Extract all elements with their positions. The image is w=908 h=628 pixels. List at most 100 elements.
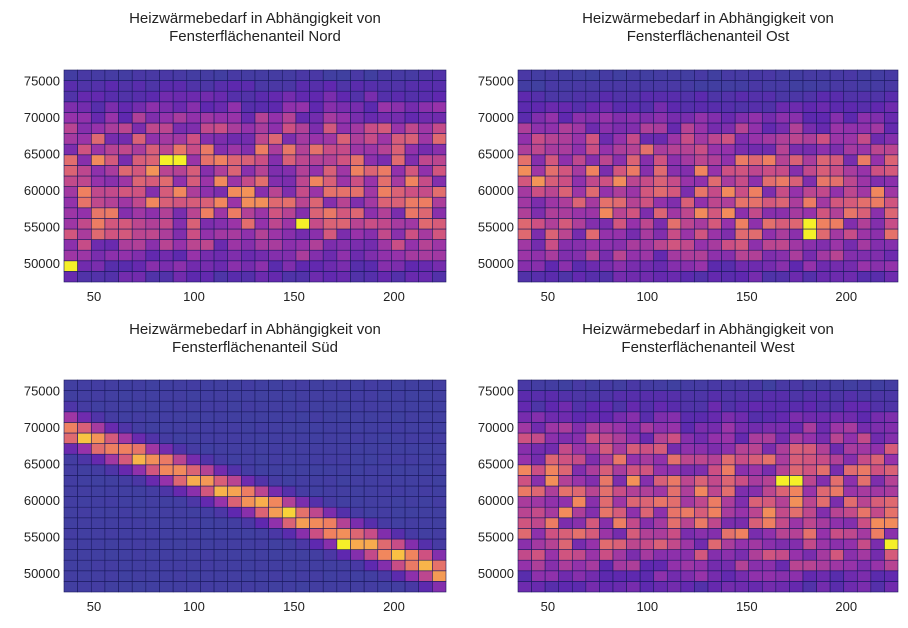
heatmap-cell	[653, 581, 668, 593]
y-tick-label: 75000	[478, 383, 514, 398]
heatmap-cell	[626, 443, 641, 455]
heatmap-cell	[544, 496, 560, 508]
heatmap-cell	[707, 496, 722, 508]
heatmap-cell	[843, 517, 858, 529]
heatmap-cell	[843, 559, 858, 572]
heatmap-cell	[721, 475, 736, 487]
heatmap-cell	[626, 517, 641, 529]
heatmap-cell	[870, 549, 885, 561]
heatmap-cell	[517, 379, 532, 391]
heatmap-cell	[829, 411, 845, 423]
heatmap-cell	[558, 517, 573, 529]
heatmap-cell	[884, 69, 899, 81]
heatmap-cell	[761, 581, 777, 593]
heatmap-cell	[531, 581, 546, 593]
heatmap-cell	[558, 485, 573, 497]
heatmap-cell	[884, 538, 899, 550]
heatmap-cell	[789, 411, 804, 423]
heatmap-cell	[639, 528, 655, 540]
heatmap-cell	[856, 549, 872, 561]
heatmap-cell	[761, 432, 777, 444]
heatmap-cell	[775, 538, 790, 550]
heatmap-cell	[748, 570, 763, 582]
heatmap-cell	[639, 570, 655, 582]
heatmap-cell	[775, 581, 790, 593]
x-tick-label: 150	[283, 599, 305, 614]
heatmap-cell	[789, 432, 804, 444]
heatmap-cell	[856, 570, 872, 582]
heatmap-cell	[829, 390, 845, 402]
heatmap-cell	[599, 464, 614, 476]
heatmap-cell	[761, 496, 777, 508]
heatmap-cell	[544, 570, 560, 582]
heatmap-cell	[544, 528, 560, 540]
heatmap-cell	[517, 411, 532, 423]
heatmap-cell	[544, 549, 560, 561]
heatmap-cell	[829, 443, 845, 455]
heatmap-cell	[734, 390, 750, 402]
heatmap-cell	[775, 485, 790, 497]
heatmap-cell	[721, 506, 736, 519]
heatmap-cell	[884, 517, 899, 529]
heatmap-cell	[843, 379, 858, 391]
heatmap-cell	[666, 453, 682, 466]
heatmap-cell	[531, 506, 546, 519]
heatmap-cell	[599, 390, 614, 402]
heatmap-cell	[639, 581, 655, 593]
heatmap-cell	[816, 464, 831, 476]
x-tick-label: 100	[183, 599, 205, 614]
heatmap-cell	[829, 400, 845, 413]
heatmap-cell	[721, 581, 736, 593]
heatmap-cell	[816, 485, 831, 497]
heatmap-cell	[653, 506, 668, 519]
heatmap-cell	[789, 528, 804, 540]
heatmap-cell	[775, 475, 790, 487]
heatmap-cell	[517, 496, 532, 508]
heatmap-cell	[843, 538, 858, 550]
x-tick-label: 200	[835, 599, 857, 614]
heatmap-cell	[761, 390, 777, 402]
heatmap-cell	[544, 432, 560, 444]
heatmap-cell	[544, 400, 560, 413]
heatmap-cell	[694, 432, 709, 444]
heatmap-cell	[531, 443, 546, 455]
heatmap-cell	[517, 432, 532, 444]
heatmap-cell	[816, 496, 831, 508]
heatmap-cell	[884, 528, 899, 540]
heatmap-cell	[802, 538, 817, 550]
heatmap-cell	[816, 390, 831, 402]
heatmap-cell	[599, 570, 614, 582]
chart-title-sued: Heizwärmebedarf in Abhängigkeit von Fens…	[129, 321, 381, 356]
x-tick-label: 50	[87, 599, 101, 614]
heatmap-cell	[748, 581, 763, 593]
heatmap-cell	[599, 517, 614, 529]
heatmap-cell	[775, 570, 790, 582]
heatmap-cell	[884, 581, 899, 593]
heatmap-cell	[734, 475, 750, 487]
heatmap-cell	[585, 570, 600, 582]
heatmap-cell	[856, 400, 872, 413]
heatmap-cell	[612, 506, 627, 519]
heatmap-cell	[694, 528, 709, 540]
heatmap-cell	[639, 475, 655, 487]
heatmap-cell	[721, 411, 736, 423]
heatmap-cell	[694, 443, 709, 455]
heatmap-cell	[626, 411, 641, 423]
heatmap-cell	[829, 422, 845, 434]
heatmap-cell	[816, 400, 831, 413]
heatmap-cell	[748, 400, 763, 413]
heatmap-cell	[666, 411, 682, 423]
heatmap-cell	[517, 528, 532, 540]
y-tick-label: 55000	[24, 530, 60, 545]
heatmap-cell	[721, 390, 736, 402]
heatmap-cell	[870, 443, 885, 455]
y-tick-label: 60000	[478, 493, 514, 508]
heatmap-cell	[775, 379, 790, 391]
heatmap-cell	[721, 485, 736, 497]
chart-title-west: Heizwärmebedarf in Abhängigkeit von Fens…	[582, 321, 834, 356]
heatmap-cell	[517, 390, 532, 402]
heatmap-cell	[585, 496, 600, 508]
heatmap-cell	[639, 485, 655, 497]
heatmap-cell	[639, 464, 655, 476]
heatmap-cell	[870, 581, 885, 593]
